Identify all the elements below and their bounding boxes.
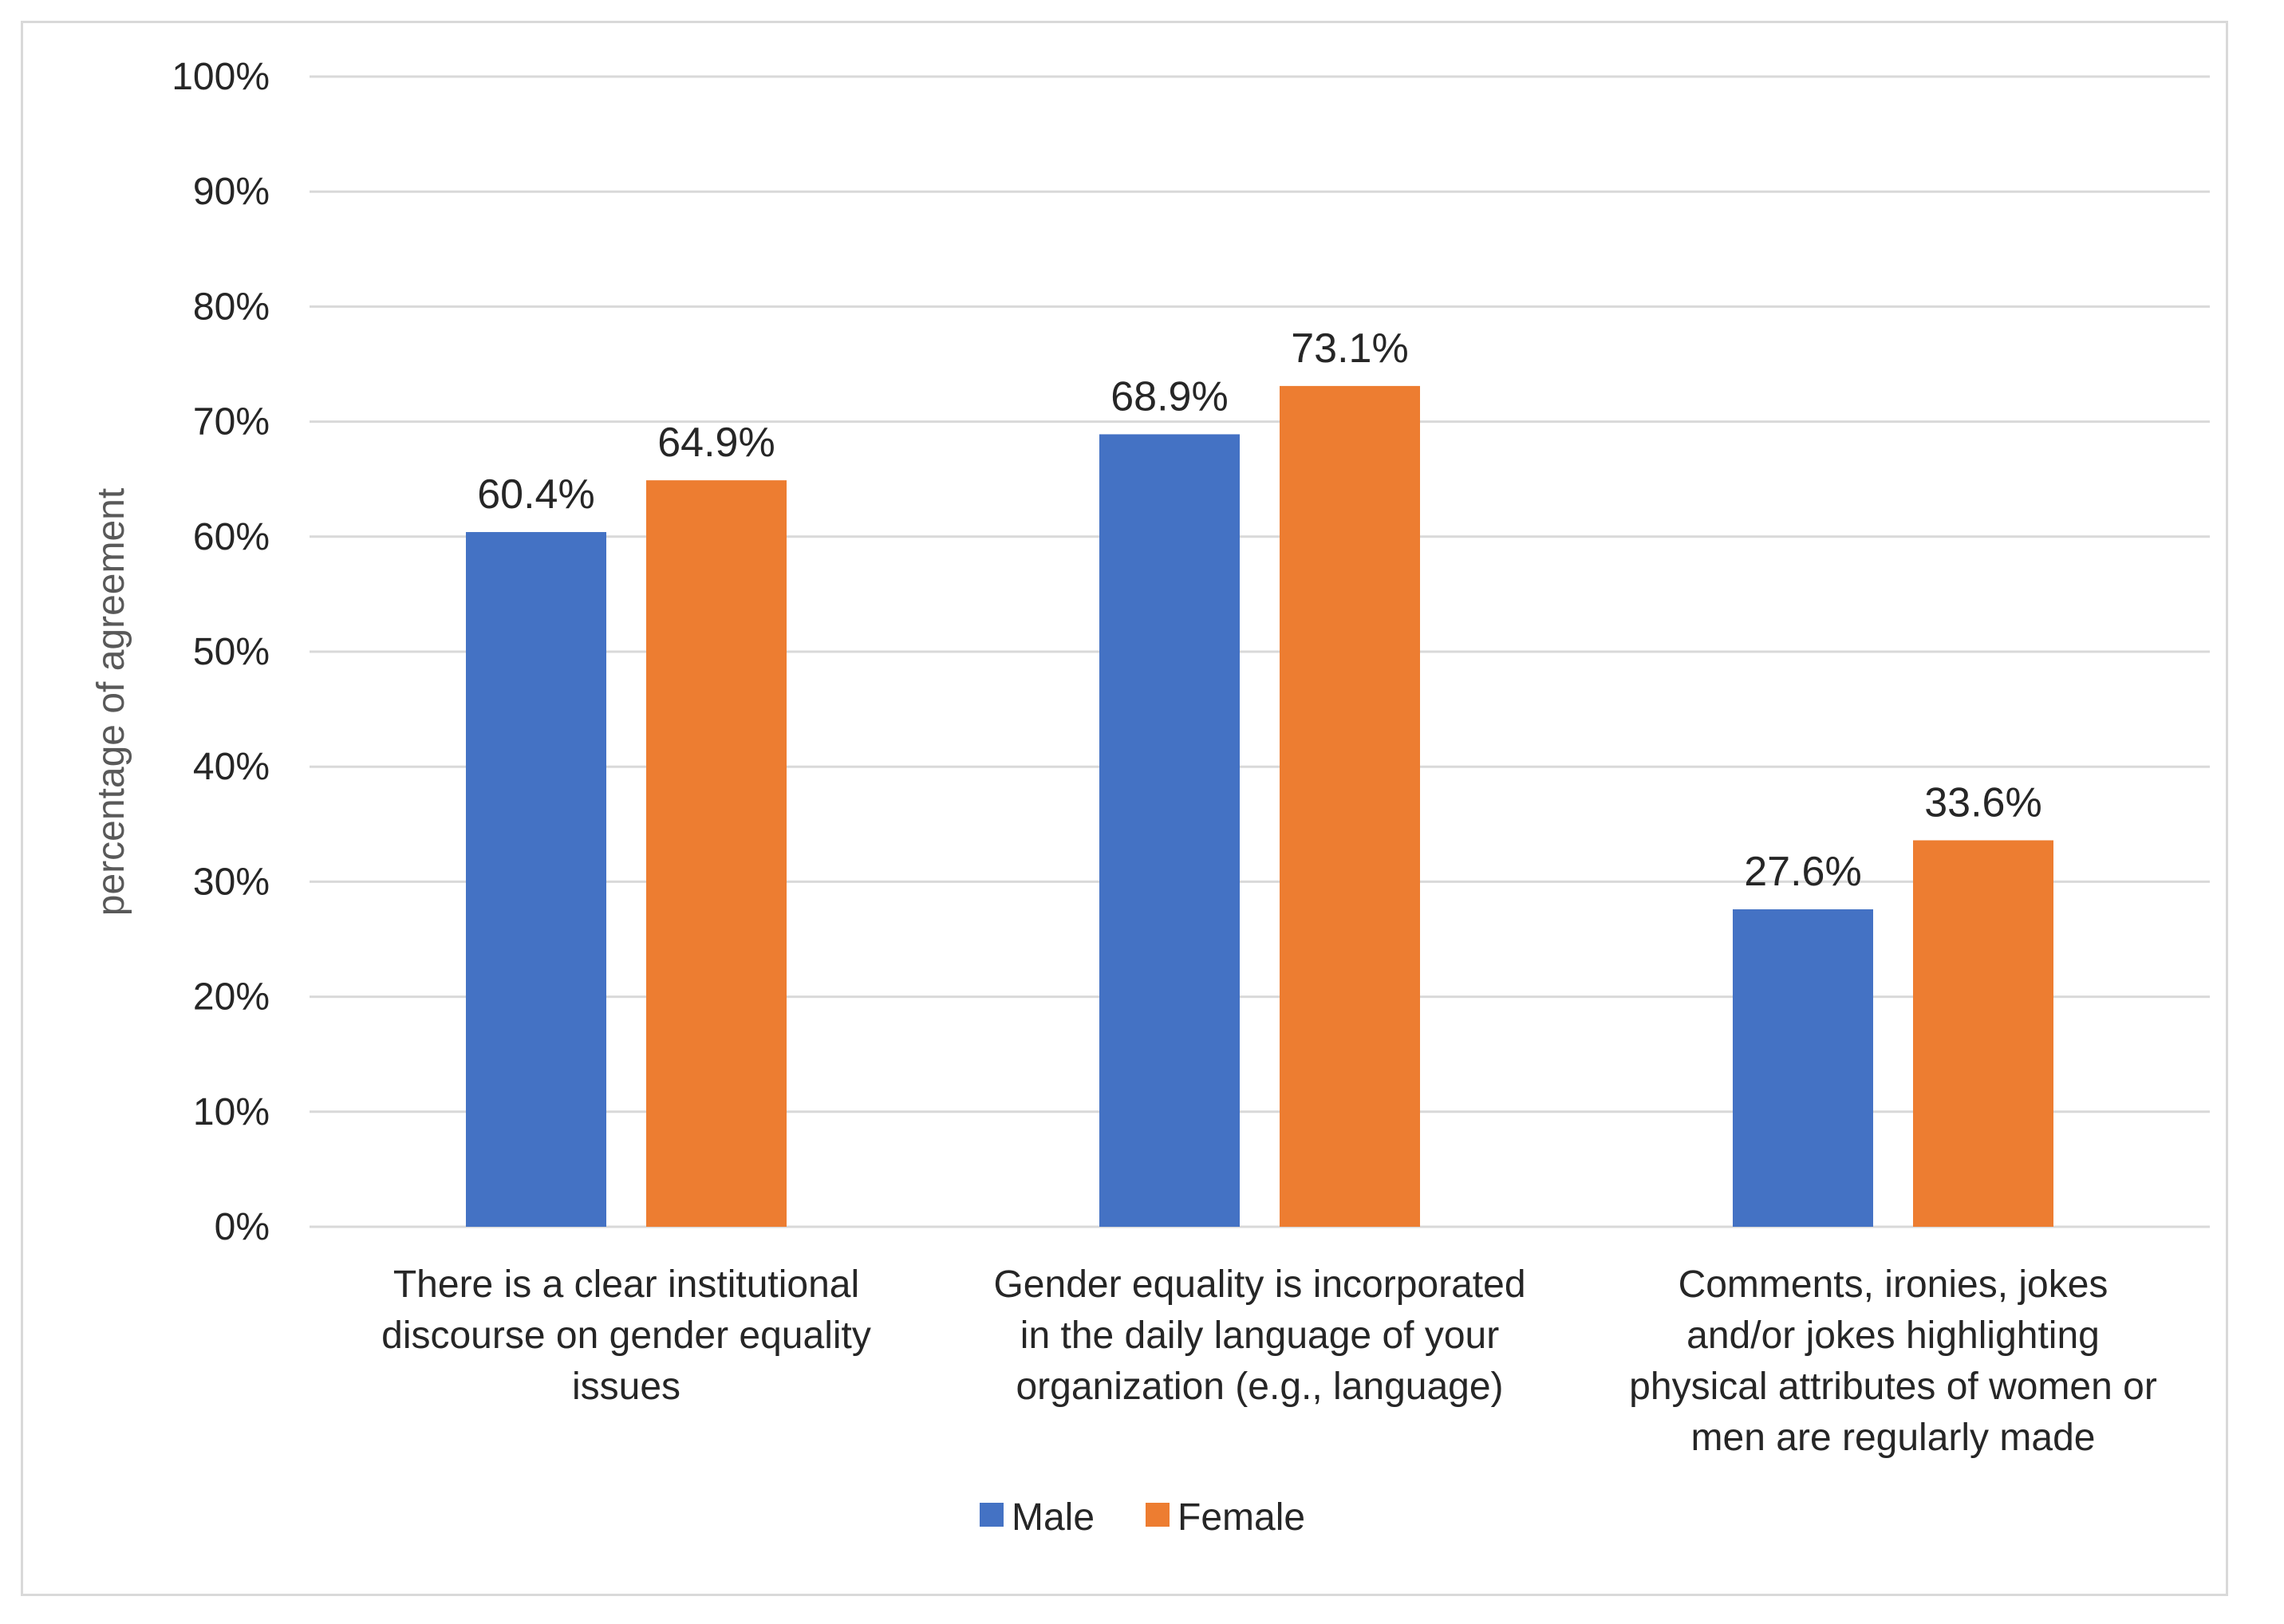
y-tick-label: 100% — [172, 56, 270, 98]
y-tick-label: 80% — [193, 286, 270, 328]
category-label-line: issues — [572, 1366, 680, 1408]
y-tick-label: 40% — [193, 746, 270, 788]
y-tick-label: 10% — [193, 1091, 270, 1133]
category-label: There is a clear institutional discourse … — [381, 1263, 871, 1408]
data-label: 27.6% — [1744, 849, 1861, 895]
category-label-line: physical attributes of women or — [1629, 1366, 2157, 1408]
category-label-line: There is a clear institutional — [393, 1263, 859, 1306]
category-label-line: Gender equality is incorporated — [993, 1263, 1525, 1306]
category-label-line: organization (e.g., language) — [1016, 1366, 1503, 1408]
data-label: 33.6% — [1924, 779, 2041, 826]
legend-swatch-female — [1146, 1503, 1170, 1527]
category-label-line: and/or jokes highlighting — [1686, 1315, 2100, 1357]
category-label: Gender equality is incorporated in the da… — [993, 1263, 1525, 1408]
data-labels: 60.4% 64.9% 68.9% 73.1% 27.6% 33.6% — [477, 325, 2041, 895]
y-tick-label: 20% — [193, 976, 270, 1019]
y-tick-label: 0% — [215, 1206, 270, 1248]
y-tick-label: 30% — [193, 861, 270, 903]
legend: Male Female — [980, 1496, 1305, 1539]
category-label: Comments, ironies, jokes and/or jokes hig… — [1629, 1263, 2157, 1459]
y-tick-label: 70% — [193, 401, 270, 443]
category-labels: There is a clear institutional discourse … — [381, 1263, 2157, 1459]
data-label: 60.4% — [477, 471, 594, 518]
gridlines — [310, 75, 2210, 1228]
bar-male — [1099, 434, 1240, 1227]
bars — [466, 385, 2053, 1228]
y-tick-label: 90% — [193, 171, 270, 213]
y-axis-title: percentage of agreement — [90, 488, 132, 916]
data-label: 68.9% — [1110, 373, 1228, 420]
category-label-line: men are regularly made — [1691, 1417, 2096, 1459]
data-label: 64.9% — [657, 420, 775, 466]
y-axis-ticks: 0% 10% 20% 30% 40% 50% 60% 70% 80% 90% 100% — [172, 56, 270, 1248]
y-tick-label: 50% — [193, 631, 270, 673]
bar-male — [1733, 909, 1873, 1227]
legend-label-male: Male — [1012, 1496, 1095, 1539]
bar-male — [466, 532, 606, 1227]
bar-female — [1913, 840, 2053, 1227]
legend-label-female: Female — [1178, 1496, 1305, 1539]
legend-swatch-male — [980, 1503, 1004, 1527]
category-label-line: in the daily language of your — [1020, 1315, 1499, 1357]
data-label: 73.1% — [1291, 325, 1408, 372]
bar-female — [1280, 385, 1420, 1228]
y-tick-label: 60% — [193, 516, 270, 558]
category-label-line: discourse on gender equality — [381, 1315, 871, 1357]
category-label-line: Comments, ironies, jokes — [1678, 1263, 2108, 1306]
bar-female — [646, 480, 787, 1227]
